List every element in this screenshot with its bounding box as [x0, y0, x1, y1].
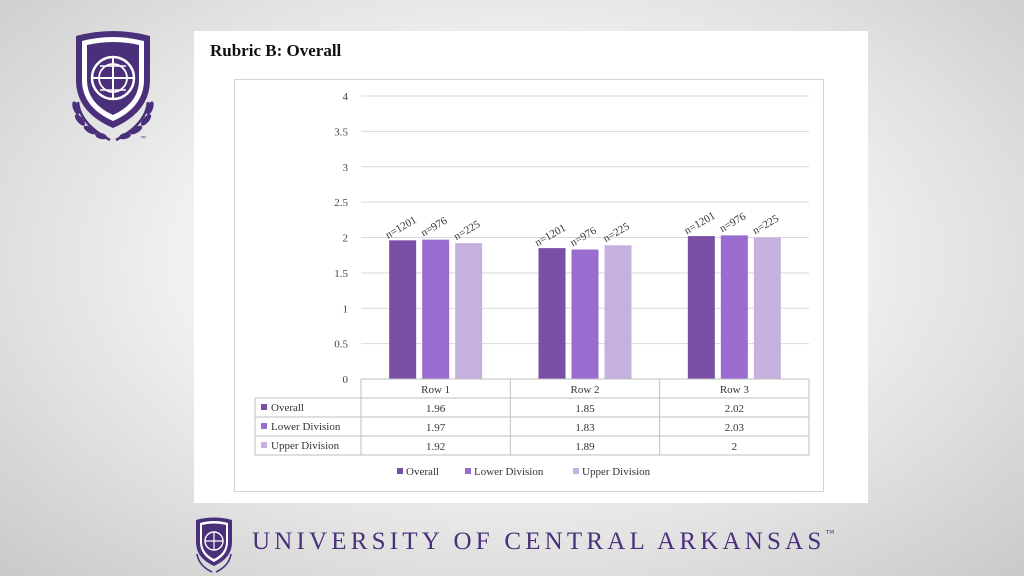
logo-tm: ™: [140, 135, 146, 142]
bar-chart: 00.511.522.533.54n=1201 n=976 n=225 n=1201 n…: [254, 91, 810, 478]
table-legend-key: [261, 423, 267, 429]
y-tick-label: 4: [343, 91, 349, 103]
bar: [687, 236, 715, 379]
y-tick-label: 0: [343, 374, 349, 386]
bar-n-label: n=976: [419, 215, 450, 240]
bar-n-label: n=225: [452, 218, 483, 243]
legend-label: Overall: [406, 466, 439, 478]
footer: UNIVERSITY OF CENTRAL ARKANSAS™: [192, 516, 834, 576]
bar: [455, 243, 483, 379]
table-cell-value: 2.03: [725, 422, 745, 434]
legend-swatch: [397, 468, 403, 474]
y-tick-label: 3: [343, 162, 349, 174]
bar: [604, 245, 632, 379]
table-cell-value: 1.96: [426, 403, 446, 415]
legend-swatch: [465, 468, 471, 474]
bar-n-label: n=976: [568, 224, 599, 249]
bar-n-label: n=1201: [682, 210, 717, 237]
university-name: UNIVERSITY OF CENTRAL ARKANSAS™: [252, 528, 834, 556]
table-cell-value: 1.89: [575, 441, 595, 453]
footer-tm: ™: [825, 528, 835, 538]
table-cell-value: 1.85: [575, 403, 595, 415]
legend-label: Lower Division: [474, 466, 544, 478]
bar: [571, 249, 599, 379]
bar-n-label: n=225: [751, 212, 782, 237]
legend-swatch: [573, 468, 579, 474]
table-cell-value: 1.92: [426, 441, 445, 453]
y-tick-label: 3.5: [334, 126, 348, 138]
y-tick-label: 2: [343, 233, 349, 245]
footer-shield-logo: [196, 517, 232, 573]
table-cell-value: 1.83: [575, 422, 595, 434]
y-tick-label: 0.5: [334, 339, 348, 351]
bar-n-label: n=1201: [533, 222, 568, 249]
university-shield-logo: ™: [72, 31, 154, 142]
bar: [753, 237, 781, 379]
table-row-label: Overall: [271, 402, 304, 414]
table-legend-key: [261, 404, 267, 410]
x-tick-label: Row 3: [720, 384, 750, 396]
table-cell-value: 1.97: [426, 422, 446, 434]
bar-n-label: n=976: [718, 210, 749, 235]
bar: [538, 248, 566, 379]
chart-title: Rubric B: Overall: [210, 41, 342, 60]
bar: [422, 239, 450, 379]
table-cell-value: 2: [732, 441, 738, 453]
y-tick-label: 1.5: [334, 268, 348, 280]
table-row-label: Upper Division: [271, 440, 340, 452]
bar: [389, 240, 417, 379]
legend-label: Upper Division: [582, 466, 651, 478]
y-tick-label: 2.5: [334, 197, 348, 209]
y-tick-label: 1: [343, 303, 349, 315]
bar: [720, 235, 748, 379]
x-tick-label: Row 1: [421, 384, 450, 396]
chart-area: 0 0.5 1 1.5 2 2.5 3 3.5 4 n=1201 n=976 n=225 n=1201 n…: [234, 79, 824, 492]
chart-card: Rubric B: Overall 0 0.5 1 1.5 2 2.5 3 3.5 4 n=120…: [194, 31, 868, 503]
bar-n-label: n=225: [601, 220, 632, 245]
university-name-text: UNIVERSITY OF CENTRAL ARKANSAS: [252, 528, 826, 555]
table-cell-value: 2.02: [725, 403, 744, 415]
table-legend-key: [261, 442, 267, 448]
table-row-label: Lower Division: [271, 421, 341, 433]
x-tick-label: Row 2: [570, 384, 599, 396]
